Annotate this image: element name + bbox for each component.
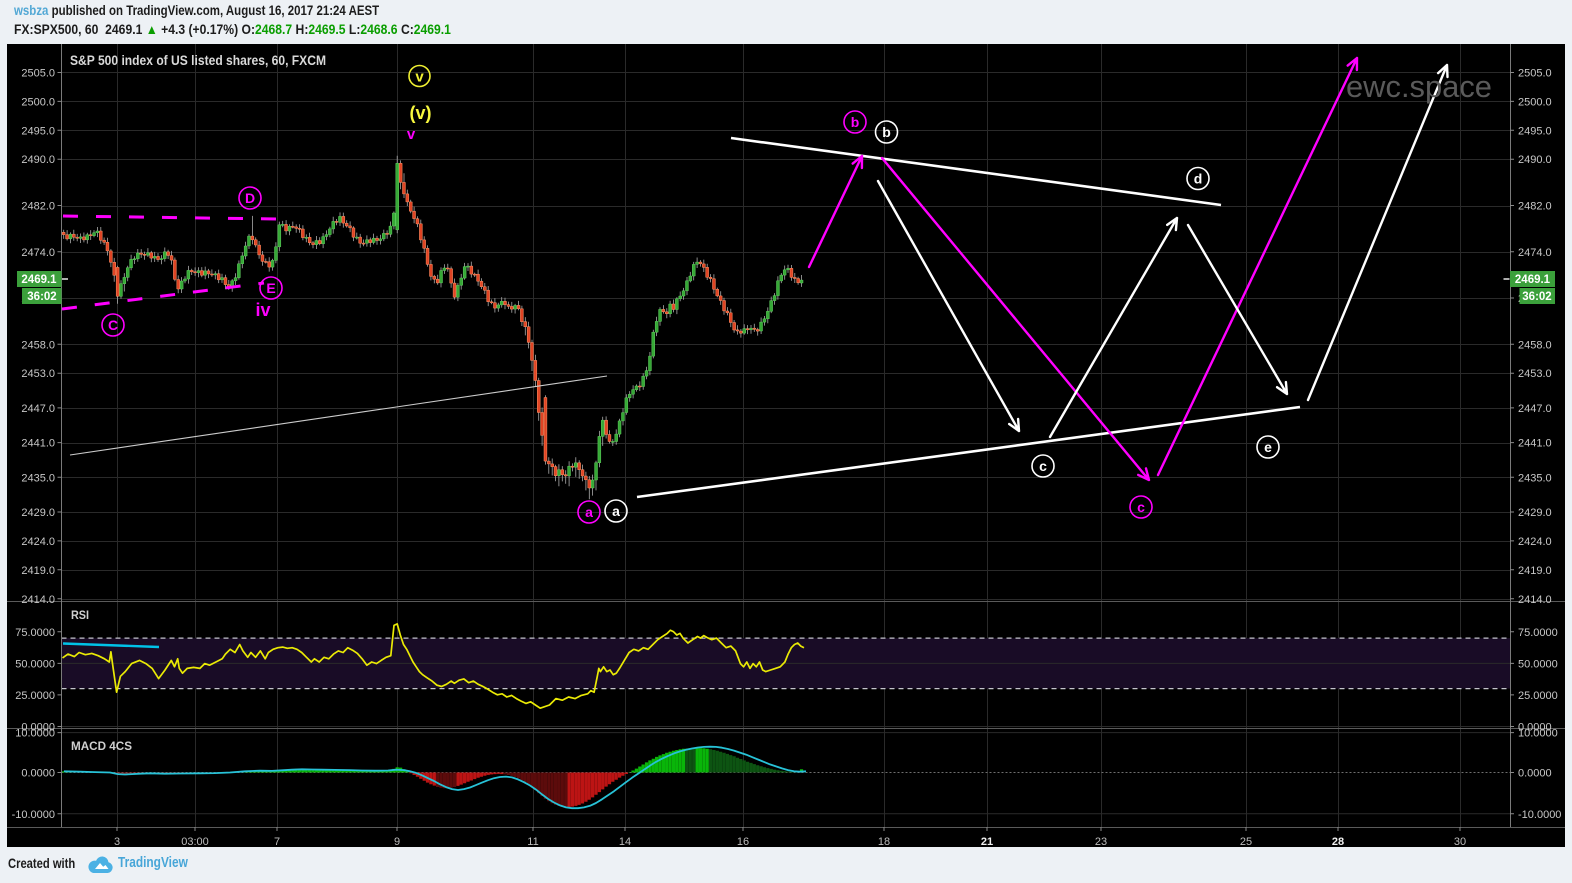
svg-text:14: 14: [619, 836, 631, 847]
svg-text:10.0000: 10.0000: [15, 728, 55, 740]
svg-text:2495.0: 2495.0: [1518, 125, 1552, 137]
svg-text:2424.0: 2424.0: [21, 536, 55, 548]
svg-text:v: v: [415, 68, 424, 85]
svg-text:ewc.space: ewc.space: [1346, 69, 1492, 104]
svg-text:0.0000: 0.0000: [21, 722, 55, 734]
svg-text:e: e: [1264, 439, 1272, 455]
svg-text:2505.0: 2505.0: [1518, 68, 1552, 80]
svg-text:2474.0: 2474.0: [1518, 247, 1552, 259]
svg-text:75.0000: 75.0000: [15, 627, 55, 639]
svg-text:2429.0: 2429.0: [1518, 507, 1552, 519]
svg-text:RSI: RSI: [71, 610, 89, 622]
svg-text:b: b: [851, 114, 860, 130]
svg-text:25: 25: [1240, 836, 1252, 847]
svg-text:d: d: [1194, 171, 1203, 187]
svg-text:0.0000: 0.0000: [1518, 722, 1552, 734]
svg-text:S&P 500 index of US listed sha: S&P 500 index of US listed shares, 60, F…: [70, 53, 326, 68]
svg-text:2490.0: 2490.0: [1518, 154, 1552, 166]
svg-text:2500.0: 2500.0: [21, 96, 55, 108]
svg-text:2500.0: 2500.0: [1518, 96, 1552, 108]
svg-text:30: 30: [1454, 836, 1466, 847]
svg-text:16: 16: [737, 836, 749, 847]
svg-text:c: c: [1039, 458, 1047, 474]
svg-text:7: 7: [274, 836, 280, 847]
svg-text:2495.0: 2495.0: [21, 125, 55, 137]
svg-text:36:02: 36:02: [27, 291, 56, 303]
svg-text:2447.0: 2447.0: [1518, 403, 1552, 415]
svg-text:28: 28: [1332, 836, 1344, 847]
svg-text:MACD 4CS: MACD 4CS: [71, 741, 132, 753]
svg-text:2469.1: 2469.1: [1515, 274, 1551, 286]
svg-text:0.0000: 0.0000: [21, 768, 55, 780]
svg-text:03:00: 03:00: [181, 836, 209, 847]
svg-text:3: 3: [114, 836, 120, 847]
svg-text:2435.0: 2435.0: [1518, 472, 1552, 484]
svg-text:0.0000: 0.0000: [1518, 768, 1552, 780]
svg-text:50.0000: 50.0000: [1518, 658, 1558, 670]
svg-text:2482.0: 2482.0: [1518, 201, 1552, 213]
svg-text:11: 11: [527, 836, 538, 847]
svg-text:36:02: 36:02: [1522, 291, 1551, 303]
svg-text:2453.0: 2453.0: [21, 368, 55, 380]
svg-text:2414.0: 2414.0: [21, 594, 55, 606]
svg-text:18: 18: [878, 836, 890, 847]
svg-text:2482.0: 2482.0: [21, 201, 55, 213]
svg-text:2490.0: 2490.0: [21, 154, 55, 166]
svg-text:2447.0: 2447.0: [21, 403, 55, 415]
svg-text:2469.1: 2469.1: [21, 274, 57, 286]
svg-text:a: a: [612, 503, 620, 519]
svg-text:iv: iv: [255, 300, 270, 320]
svg-text:2424.0: 2424.0: [1518, 536, 1552, 548]
svg-text:D: D: [245, 190, 255, 206]
svg-text:-10.0000: -10.0000: [1518, 809, 1561, 821]
svg-text:50.0000: 50.0000: [15, 658, 55, 670]
svg-text:9: 9: [394, 836, 400, 847]
svg-text:21: 21: [981, 836, 993, 847]
svg-text:c: c: [1137, 499, 1145, 515]
svg-text:2441.0: 2441.0: [1518, 438, 1552, 450]
svg-text:C: C: [108, 317, 118, 333]
svg-text:2429.0: 2429.0: [21, 507, 55, 519]
svg-text:2474.0: 2474.0: [21, 247, 55, 259]
svg-text:2505.0: 2505.0: [21, 68, 55, 80]
svg-text:2419.0: 2419.0: [1518, 565, 1552, 577]
svg-text:2414.0: 2414.0: [1518, 594, 1552, 606]
svg-text:2458.0: 2458.0: [1518, 339, 1552, 351]
svg-text:2419.0: 2419.0: [21, 565, 55, 577]
svg-text:10.0000: 10.0000: [1518, 728, 1558, 740]
svg-text:2453.0: 2453.0: [1518, 368, 1552, 380]
svg-text:25.0000: 25.0000: [1518, 690, 1558, 702]
svg-text:a: a: [585, 504, 593, 520]
svg-text:v: v: [407, 126, 416, 143]
svg-text:75.0000: 75.0000: [1518, 627, 1558, 639]
svg-text:23: 23: [1095, 836, 1107, 847]
svg-text:2458.0: 2458.0: [21, 339, 55, 351]
svg-text:-10.0000: -10.0000: [12, 809, 55, 821]
svg-text:2435.0: 2435.0: [21, 472, 55, 484]
svg-text:2441.0: 2441.0: [21, 438, 55, 450]
svg-text:b: b: [882, 124, 891, 140]
svg-text:25.0000: 25.0000: [15, 690, 55, 702]
svg-text:(v): (v): [410, 103, 432, 123]
svg-text:E: E: [266, 280, 275, 296]
